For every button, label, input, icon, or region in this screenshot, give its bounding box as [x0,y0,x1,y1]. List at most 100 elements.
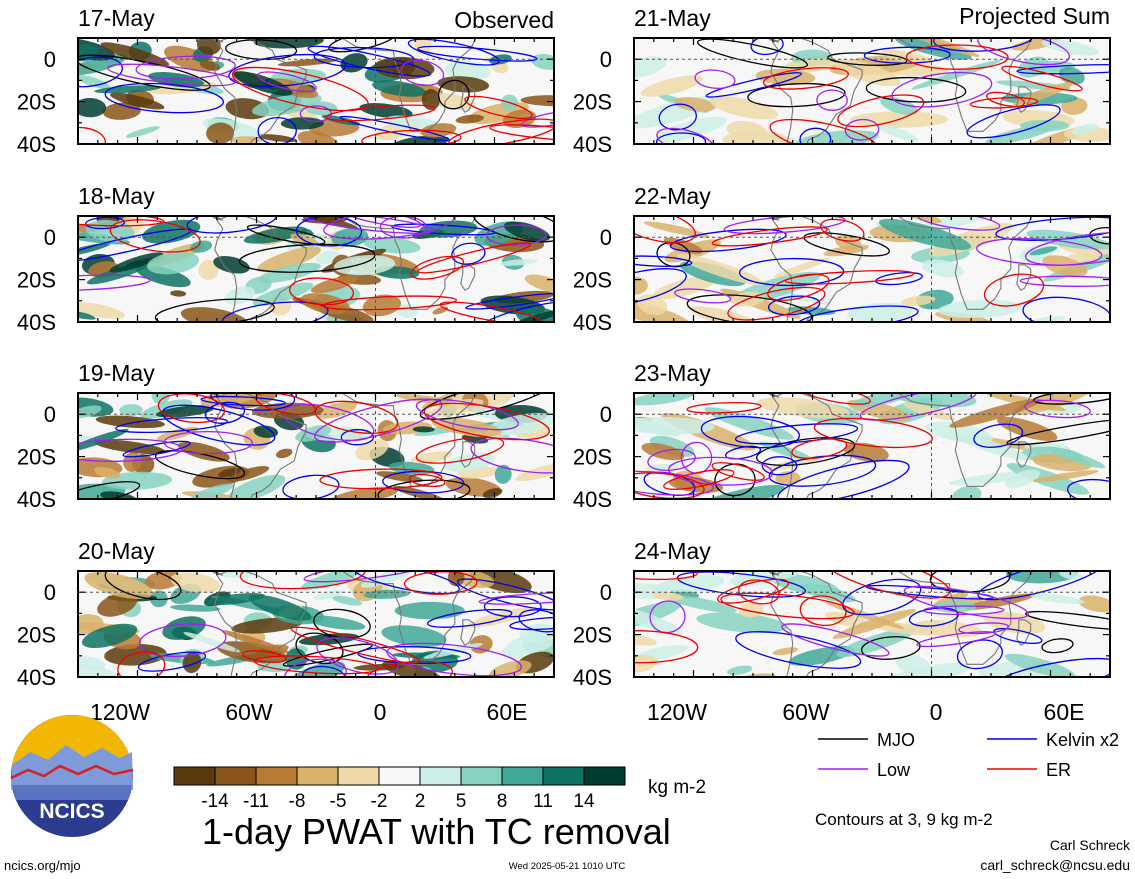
contour-kelvin [761,456,798,476]
panel-date-label: 24-May [634,538,711,564]
contour-er [711,462,765,481]
colorbar-swatch [255,766,298,786]
pwat-anomaly-patch [136,265,191,288]
contour-low [958,622,1009,635]
footer-email[interactable]: carl_schreck@ncsu.edu [980,857,1130,873]
colorbar-swatch [542,766,585,786]
pwat-anomaly-patch [170,604,221,612]
lon-tick-label: 0 [374,699,387,725]
contour-low [816,89,848,111]
contour-er [905,44,1009,70]
contour-er [242,650,287,663]
contour-kelvin [407,38,500,66]
pwat-anomaly-patch [1005,469,1040,488]
contour-er [762,67,849,90]
contour-kelvin [705,72,803,98]
contour-low [916,631,996,648]
contour-kelvin [1016,63,1110,75]
contour-er [738,579,780,605]
lon-tick-label: 60E [1044,699,1085,725]
pwat-anomaly-patch [455,114,485,124]
contour-low [163,430,253,455]
lat-tick-label: 0 [600,225,612,250]
contour-low [78,438,183,462]
contour-kelvin [390,223,496,236]
pwat-anomaly-patch [881,50,934,65]
pwat-anomaly-patch [252,282,314,306]
coastline [341,571,477,665]
pwat-anomaly-patch [102,102,142,120]
contour-mjo [437,79,470,110]
pwat-anomaly-patch [182,651,202,674]
coastline [210,216,224,221]
pwat-anomaly-patch [1046,446,1106,469]
lat-tick-label: 20S [17,90,56,115]
pwat-anomaly-patch [170,290,187,297]
contour-kelvin [700,415,801,449]
pwat-anomaly-patch [254,38,324,49]
main-title: 1-day PWAT with TC removal [202,811,671,852]
map-panel: 0 20S 40S [573,37,1111,157]
pwat-anomaly-patch [788,645,855,666]
observed-label: Observed [454,7,554,33]
lon-tick-label: 60W [782,699,830,725]
map-panel: 0 20S 40S [17,37,555,157]
contour-er [791,438,848,460]
pwat-anomaly-patch [95,415,165,429]
contour-kelvin [186,216,277,234]
colorbar-swatch [501,766,544,786]
pwat-anomaly-patch [757,397,850,419]
colorbar-swatch [337,766,380,786]
contour-low [976,237,1103,266]
pwat-anomaly-patch [97,593,138,617]
contour-low [922,605,1005,616]
contour-er [255,393,317,416]
contour-kelvin [799,127,832,144]
contour-kelvin [842,578,922,616]
pwat-anomaly-patch [372,80,426,97]
panel-date-label: 20-May [78,538,155,564]
contour-kelvin [977,571,1106,601]
map-panel: 0 20S 40S [17,215,555,335]
colorbar-tick-label: -5 [330,791,347,812]
contour-kelvin [301,665,346,677]
pwat-anomaly-patch [722,130,790,144]
pwat-anomaly-patch [221,630,290,654]
pwat-anomaly-patch [183,632,241,653]
contour-kelvin [738,257,845,287]
pwat-anomaly-patch [280,117,324,130]
coastline [766,571,780,576]
lat-tick-label: 0 [44,402,56,427]
colorbar-tick-label: 5 [456,791,467,812]
contour-er [634,630,699,664]
contour-low [723,216,846,235]
pwat-anomaly-patch [634,605,683,635]
contour-mjo [1041,638,1074,654]
coastline [341,216,477,310]
pwat-anomaly-patch [84,571,153,599]
pwat-anomaly-patch [252,93,322,117]
contour-er [410,255,465,280]
lat-tick-label: 20S [17,445,56,470]
lat-tick-label: 0 [44,225,56,250]
legend-label-mjo: MJO [877,730,915,750]
pwat-anomaly-patch [844,442,889,462]
pwat-anomaly-patch [362,294,402,317]
pwat-anomaly-patch [104,644,167,666]
contour-low [316,637,399,675]
pwat-anomaly-patch [1042,255,1088,278]
footer-link[interactable]: ncics.org/mjo [4,858,81,873]
contour-low [891,71,993,108]
contour-low [647,448,696,472]
contour-er [322,295,457,311]
pwat-anomaly-patch [206,122,235,144]
pwat-anomaly-patch [198,259,219,281]
pwat-anomaly-patch [667,595,737,613]
contour-er [408,474,446,487]
coastline [210,38,224,43]
pwat-anomaly-patch [1013,82,1074,106]
pwat-anomaly-patch [301,571,361,590]
contour-mjo [1032,393,1110,405]
contour-mjo [686,294,813,322]
contour-mjo [697,38,808,69]
